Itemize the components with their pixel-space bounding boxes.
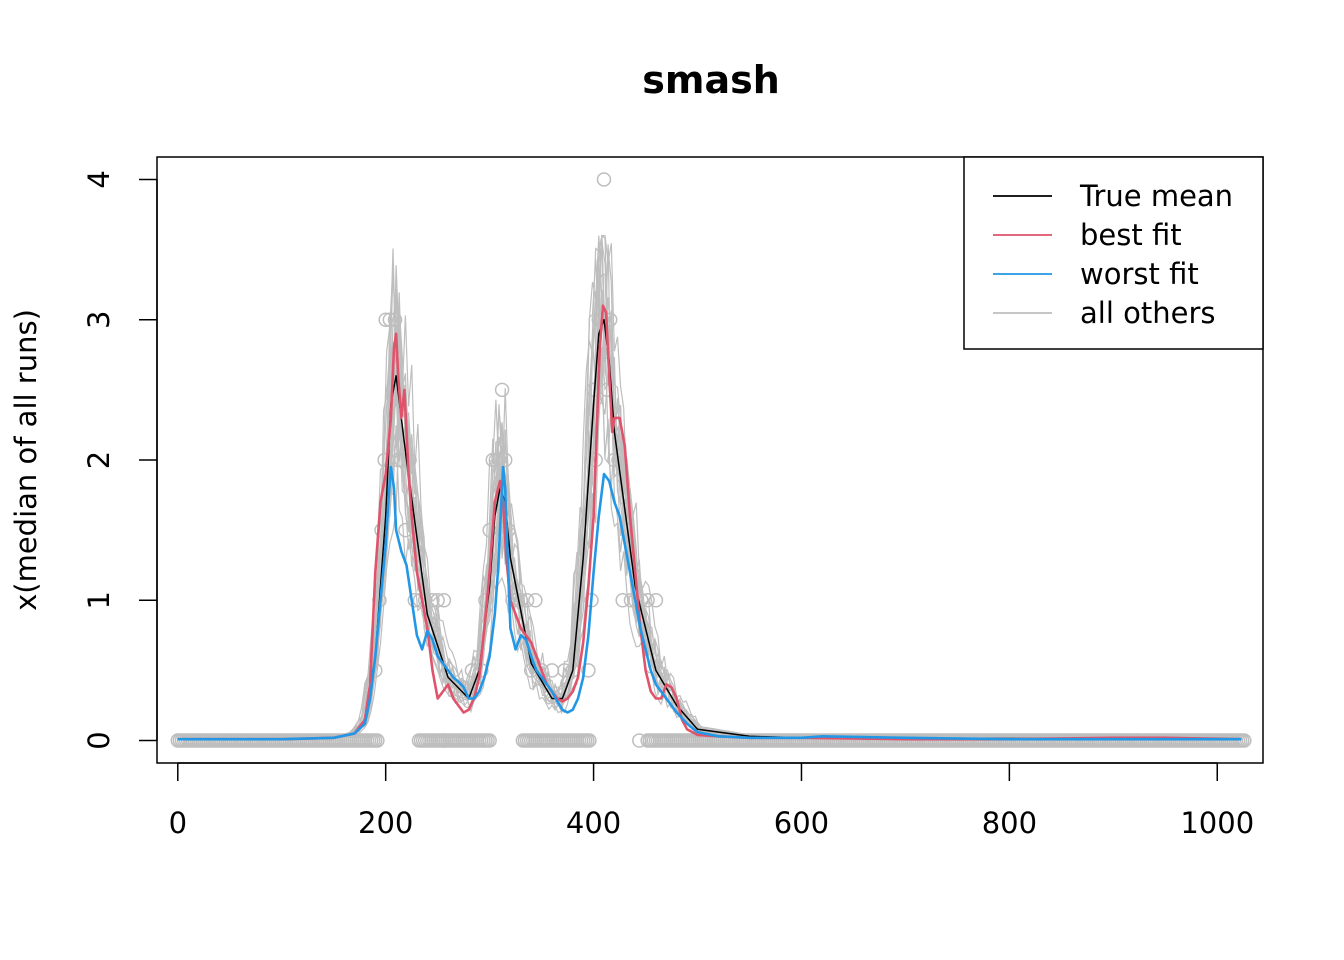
observed-point xyxy=(436,593,452,608)
x-tick-label: 600 xyxy=(774,806,829,840)
legend-label: best fit xyxy=(1080,218,1182,252)
observed-point xyxy=(402,452,417,468)
y-tick-label: 3 xyxy=(82,310,116,328)
observed-point xyxy=(528,593,543,608)
legend-label: worst fit xyxy=(1080,257,1199,291)
observed-point xyxy=(596,172,612,187)
observed-point xyxy=(599,382,615,398)
legend: True mean best fit worst fit all others xyxy=(963,156,1264,350)
observed-point xyxy=(382,312,398,327)
observed-point xyxy=(557,663,572,678)
observed-point xyxy=(436,733,452,748)
observed-point xyxy=(430,593,445,608)
x-tick-label: 200 xyxy=(358,806,413,840)
observed-point xyxy=(1237,733,1252,748)
y-axis-label: x(median of all runs) xyxy=(9,309,43,611)
x-tick-label: 0 xyxy=(169,806,187,840)
observed-point xyxy=(607,452,622,468)
x-axis: 0 200 400 600 800 1000 xyxy=(169,762,1254,840)
y-axis: 0 1 2 3 4 xyxy=(82,170,158,750)
observed-point xyxy=(497,452,513,468)
x-tick-label: 400 xyxy=(566,806,621,840)
series-layer xyxy=(177,304,1242,741)
observed-point xyxy=(374,522,389,538)
observed-point xyxy=(482,522,497,538)
observed-point xyxy=(632,733,647,748)
chart-title: smash xyxy=(642,58,780,102)
y-tick-label: 4 xyxy=(82,170,116,188)
y-tick-label: 0 xyxy=(82,731,116,749)
observed-points xyxy=(170,172,1252,748)
y-tick-label: 1 xyxy=(82,591,116,609)
series-line-worst-fit xyxy=(177,465,1242,741)
observed-point xyxy=(581,663,596,678)
observed-point xyxy=(494,382,510,398)
observed-point xyxy=(482,733,497,748)
series-line-best-fit xyxy=(177,304,1242,741)
legend-box xyxy=(963,156,1264,350)
x-tick-label: 1000 xyxy=(1180,806,1254,840)
observed-point xyxy=(378,312,393,327)
observed-point xyxy=(491,452,507,468)
y-tick-label: 2 xyxy=(82,451,116,469)
observed-point xyxy=(648,593,664,608)
observed-point xyxy=(387,312,403,327)
observed-point xyxy=(519,593,535,608)
observed-point xyxy=(582,733,597,748)
legend-label: all others xyxy=(1080,296,1215,330)
observed-point xyxy=(513,593,529,608)
x-tick-label: 800 xyxy=(982,806,1037,840)
legend-label: True mean xyxy=(1079,179,1233,213)
observed-point xyxy=(370,733,385,748)
observed-point xyxy=(640,593,655,608)
